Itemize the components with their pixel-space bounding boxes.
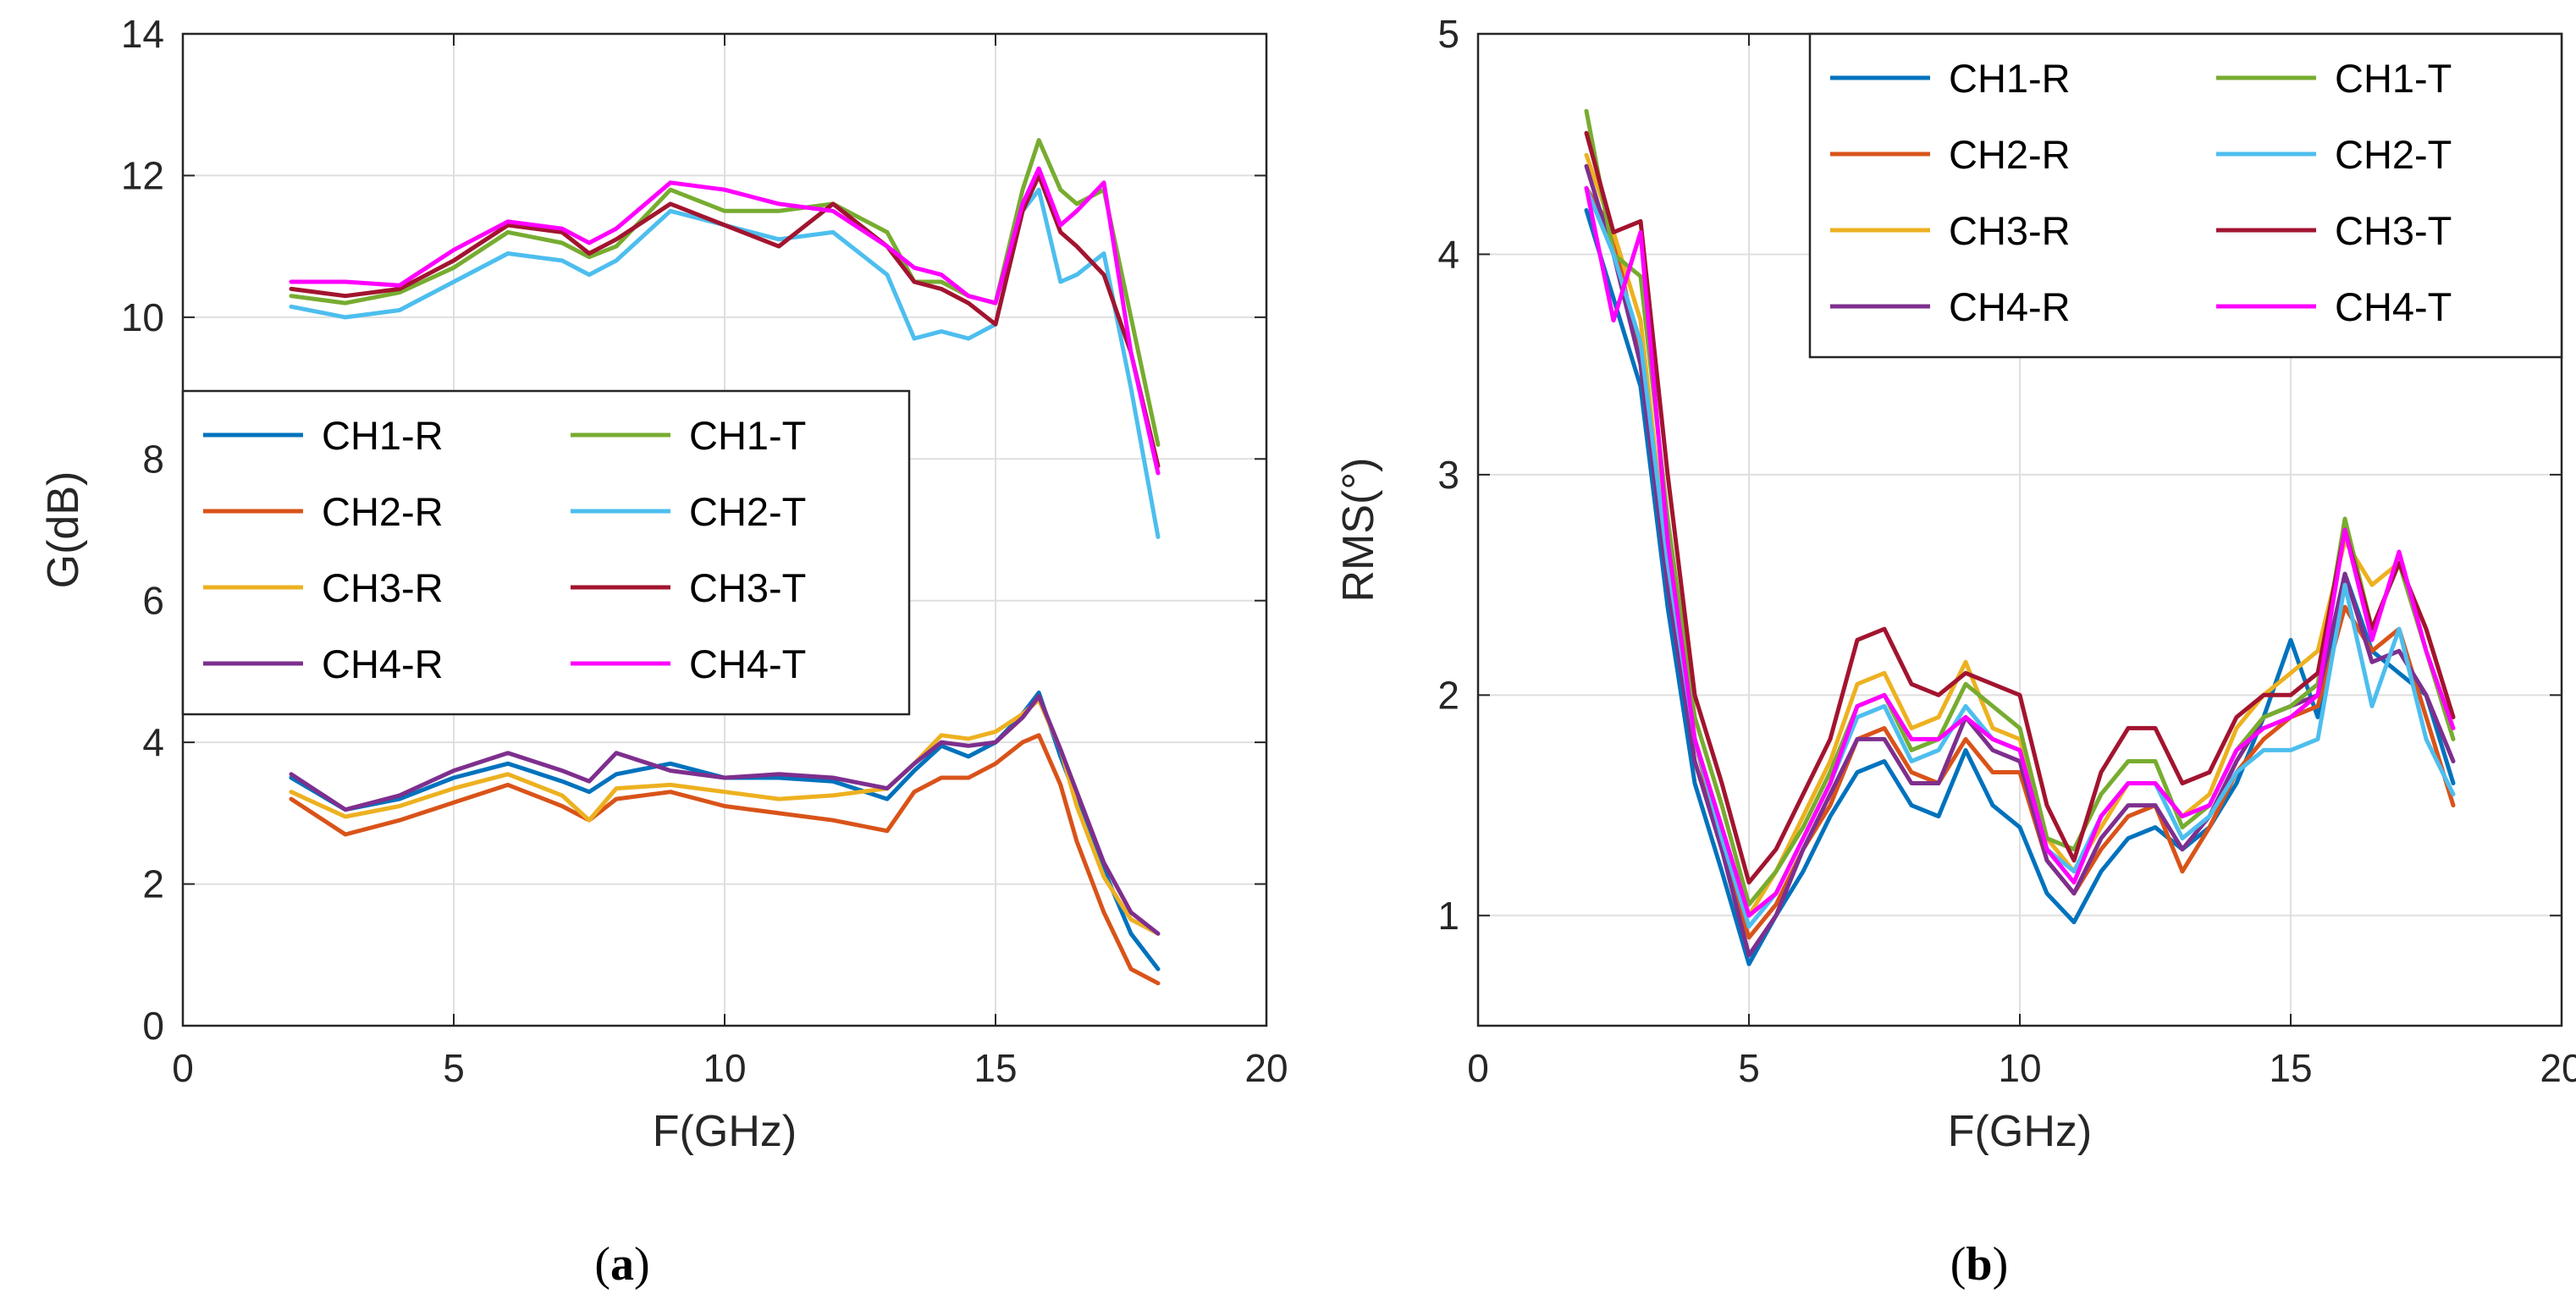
legend-label-ch3-t: CH3-T — [2335, 208, 2452, 253]
x-tick-label: 20 — [1244, 1046, 1288, 1090]
y-tick-label: 8 — [142, 437, 164, 481]
x-tick-label: 15 — [974, 1046, 1017, 1090]
x-tick-label: 0 — [1467, 1046, 1489, 1090]
x-tick-label: 5 — [443, 1046, 465, 1090]
legend-label-ch4-t: CH4-T — [689, 641, 806, 686]
legend-label-ch4-t: CH4-T — [2335, 284, 2452, 329]
legend-label-ch2-t: CH2-T — [2335, 132, 2452, 177]
chart-a: 0 5 10 15 20 0 2 4 6 8 10 12 14 F(GHz) G(dB) CH1-R CH2-R… — [39, 12, 1288, 1156]
y-tick-label: 2 — [142, 862, 164, 906]
legend-label-ch3-r: CH3-R — [1949, 208, 2071, 253]
legend-label-ch3-t: CH3-T — [689, 565, 806, 610]
y-tick-label: 5 — [1437, 12, 1459, 56]
chart-b: 0 5 10 15 20 1 2 3 4 5 F(GHz) RMS(°) CH1-R CH2-R CH3-R… — [1334, 12, 2576, 1156]
y-tick-label: 4 — [142, 720, 164, 764]
figure: 0 5 10 15 2002468101214F(GHz)G(dB)CH1-RCH2-R… — [0, 0, 2576, 1305]
legend-label-ch2-r: CH2-R — [1949, 132, 2071, 177]
legend-label-ch1-t: CH1-T — [2335, 56, 2452, 101]
legend-label-ch2-r: CH2-R — [322, 489, 444, 534]
y-tick-label: 2 — [1437, 673, 1459, 717]
legend-label-ch1-r: CH1-R — [322, 413, 444, 458]
x-axis-label: F(GHz) — [653, 1107, 797, 1156]
legend-label-ch1-t: CH1-T — [689, 413, 806, 458]
caption-b: (b) — [1950, 1238, 2008, 1291]
legend-label-ch2-t: CH2-T — [689, 489, 806, 534]
x-tick-label: 5 — [1738, 1046, 1760, 1090]
y-tick-label: 4 — [1437, 232, 1459, 276]
legend-label-ch3-r: CH3-R — [322, 565, 444, 610]
legend-label-ch4-r: CH4-R — [1949, 284, 2071, 329]
y-tick-label: 1 — [1437, 894, 1459, 938]
y-axis-label: RMS(°) — [1334, 458, 1383, 603]
x-axis-label: F(GHz) — [1948, 1107, 2092, 1156]
y-tick-label: 14 — [121, 12, 164, 56]
x-tick-label: 10 — [703, 1046, 746, 1090]
x-tick-label: 0 — [172, 1046, 194, 1090]
x-tick-label: 15 — [2269, 1046, 2312, 1090]
legend-label-ch4-r: CH4-R — [322, 641, 444, 686]
x-tick-label: 10 — [1998, 1046, 2041, 1090]
legend-label-ch1-r: CH1-R — [1949, 56, 2071, 101]
y-tick-label: 3 — [1437, 453, 1459, 497]
y-tick-label: 6 — [142, 579, 164, 623]
x-tick-label: 20 — [2540, 1046, 2576, 1090]
y-tick-label: 10 — [121, 295, 164, 339]
caption-a: (a) — [594, 1238, 649, 1291]
y-axis-label: G(dB) — [39, 471, 88, 589]
y-tick-label: 12 — [121, 153, 164, 197]
y-tick-label: 0 — [142, 1004, 164, 1048]
